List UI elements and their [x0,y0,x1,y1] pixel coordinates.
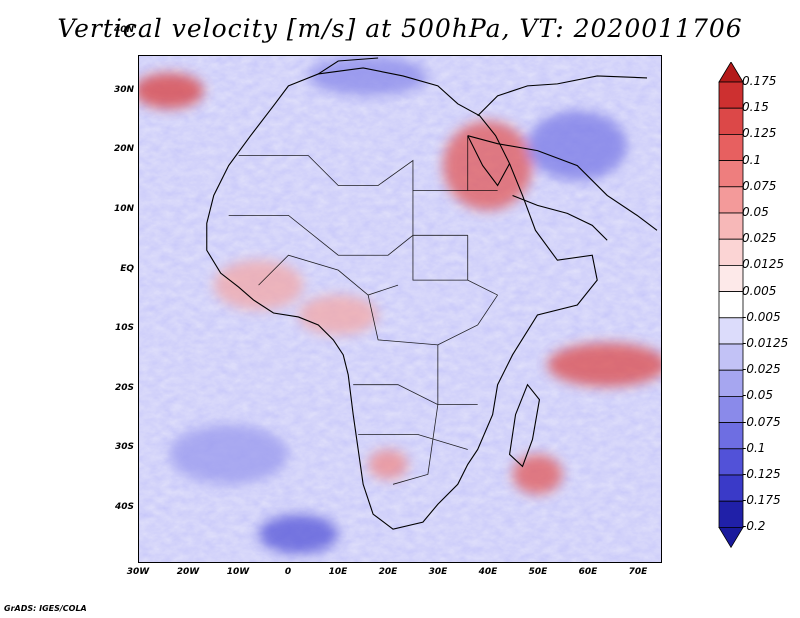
lon-label-10w: 10W [226,567,250,577]
lat-label-20s: 20S [114,383,134,393]
colorbar-box [718,238,744,266]
colorbar-cap-top [718,62,744,83]
colorbar-box [718,212,744,240]
colorbar-box [718,160,744,188]
colorbar-label: 0.125 [742,126,777,141]
colorbar-box [718,186,744,214]
colorbar-label: -0.125 [742,467,781,481]
colorbar-label: 0.0125 [742,257,784,272]
map-title: Vertical velocity [m/s] at 500hPa, VT: 2… [57,14,743,43]
colorbar-box [718,369,744,397]
colorbar-label: 0.1 [742,152,762,167]
colorbar-label: 0.025 [742,231,777,246]
colorbar-label: -0.05 [742,388,774,403]
colorbar [718,62,744,549]
colorbar-box [718,474,744,502]
colorbar-box [718,422,744,450]
lon-label-70e: 70E [628,567,648,577]
colorbar-box [718,264,744,292]
country-borders [228,135,498,485]
lat-label-40s: 40S [114,502,134,512]
colorbar-box [718,291,744,319]
colorbar-box [718,317,744,345]
colorbar-label: -0.005 [742,309,781,324]
colorbar-cap-bottom [718,527,744,549]
lat-label-10s: 10S [114,323,134,333]
colorbar-box [718,134,744,162]
colorbar-box [718,448,744,476]
map-panel [138,55,662,563]
coastline [206,57,658,530]
colorbar-box [718,500,744,528]
colorbar-label: 0.15 [742,100,769,115]
colorbar-label: -0.0125 [742,336,789,350]
colorbar-box [718,395,744,423]
lon-label-60e: 60E [578,567,598,577]
lon-label-40e: 40E [478,567,498,577]
lon-label-30w: 30W [126,567,150,577]
lat-label-40n: 40N [113,25,134,35]
lon-label-10e: 10E [328,567,348,577]
colorbar-label: -0.025 [742,362,781,377]
colorbar-label: -0.2 [742,519,766,534]
colorbar-box [718,107,744,135]
colorbar-label: 0.075 [742,178,777,193]
lat-label-20n: 20N [113,144,134,154]
lat-label-30n: 30N [113,85,134,95]
colorbar-box [718,343,744,371]
lon-label-30e: 30E [428,567,448,577]
lon-label-20e: 20E [378,567,398,577]
colorbar-label: 0.005 [742,283,777,298]
lon-label-50e: 50E [528,567,548,577]
colorbar-label: -0.075 [742,414,781,429]
colorbar-label: 0.175 [742,74,777,88]
lon-label-0: 0 [284,567,292,577]
colorbar-box [718,81,744,109]
velocity-field [139,56,661,562]
credit-text: GrADS: IGES/COLA [4,604,87,613]
colorbar-label: -0.175 [742,493,781,508]
lat-label-10n: 10N [113,204,134,214]
colorbar-label: -0.1 [742,440,766,455]
lon-label-20w: 20W [176,567,200,577]
colorbar-label: 0.05 [742,205,769,219]
lat-label-30s: 30S [114,442,134,452]
lat-label-eq: EQ [120,264,134,274]
